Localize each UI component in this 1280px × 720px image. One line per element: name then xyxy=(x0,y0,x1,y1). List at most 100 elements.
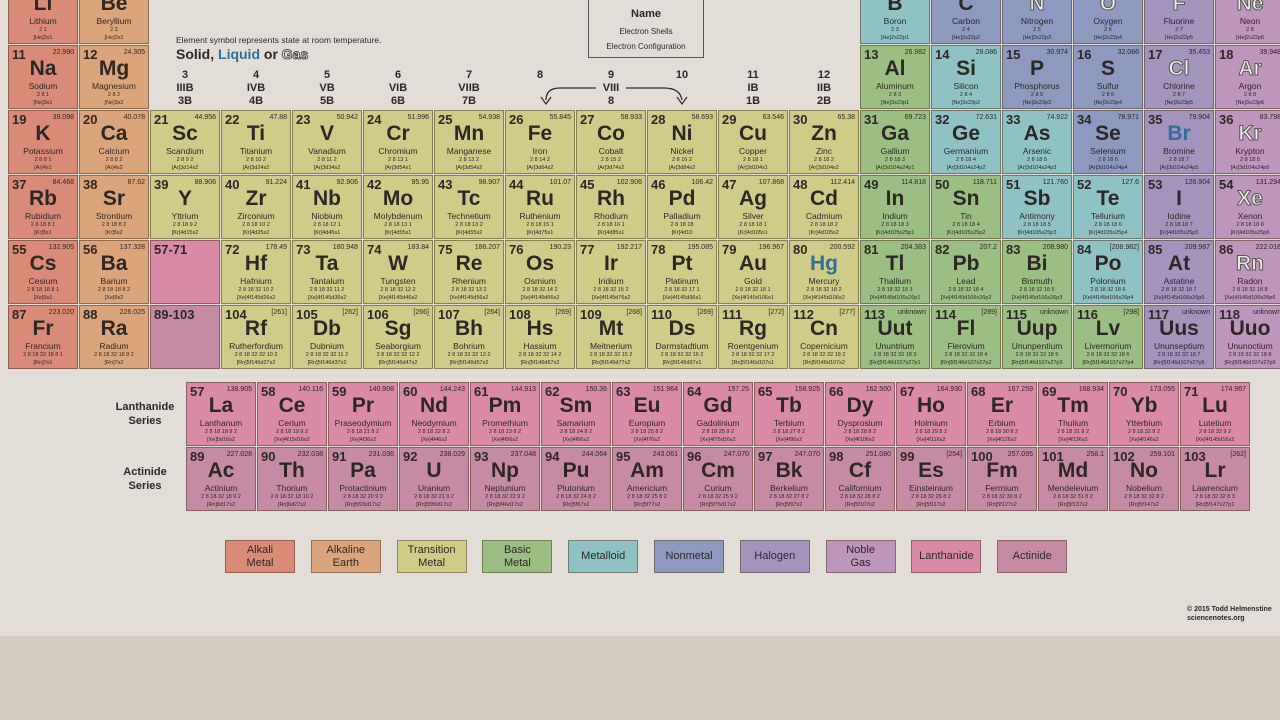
element-cell-ti[interactable]: 22 47.88 Ti Titanium 2 8 10 2 [Ar]3d24s2 xyxy=(221,110,291,174)
element-cell-k[interactable]: 19 39.098 K Potassium 2 8 8 1 [Ar]4s1 xyxy=(8,110,78,174)
element-cell-ds[interactable]: 110 [269] Ds Darmstadtium 2 8 18 32 32 16 2 [… xyxy=(647,305,717,369)
element-cell-n[interactable]: 7NNitrogen2 5[He]2s22p3 xyxy=(1002,0,1072,44)
element-cell-pt[interactable]: 78 195.085 Pt Platinum 2 8 18 32 17 1 [Xe]4f1… xyxy=(647,240,717,304)
element-cell-uuo[interactable]: 118 unknown Uuo Ununoctium 2 8 18 32 32 18 8… xyxy=(1215,305,1280,369)
element-cell-yb[interactable]: 70 173.055 Yb Ytterbium 2 8 18 32 8 2 [Xe]4f1… xyxy=(1109,382,1179,446)
element-cell-ag[interactable]: 47 107.868 Ag Silver 2 8 18 18 1 [Kr]4d105s1 xyxy=(718,175,788,239)
element-cell-pr[interactable]: 59 140.908 Pr Praseodymium 2 8 18 21 8 2 [Xe]… xyxy=(328,382,398,446)
element-cell-ra[interactable]: 88 226.025 Ra Radium 2 8 18 32 18 8 2 [Rn]7s2 xyxy=(79,305,149,369)
element-cell-as[interactable]: 33 74.922 As Arsenic 2 8 18 5 [Ar]3d104s24p3 xyxy=(1002,110,1072,174)
element-cell-au[interactable]: 79 196.967 Au Gold 2 8 18 32 18 1 [Xe]4f145d1… xyxy=(718,240,788,304)
element-cell-rf[interactable]: 104 [261] Rf Rutherfordium 2 8 18 32 32 10 2… xyxy=(221,305,291,369)
element-cell-al[interactable]: 13 26.982 Al Aluminum 2 8 3 [Ne]3s23p1 xyxy=(860,45,930,109)
element-cell-cr[interactable]: 24 51.996 Cr Chromium 2 8 13 1 [Ar]3d54s1 xyxy=(363,110,433,174)
element-cell-no[interactable]: 102 259.101 No Nobelium 2 8 18 32 32 8 2 [Rn]… xyxy=(1109,447,1179,511)
element-cell-c[interactable]: 6CCarbon2 4[He]2s22p2 xyxy=(931,0,1001,44)
element-cell-lv[interactable]: 116 [298] Lv Livermorium 2 8 18 32 32 18 6 [R… xyxy=(1073,305,1143,369)
element-cell-fr[interactable]: 87 223.020 Fr Francium 2 8 18 32 18 8 1 [Rn]7… xyxy=(8,305,78,369)
element-cell-rg[interactable]: 111 [272] Rg Roentgenium 2 8 18 32 32 17 2 [R… xyxy=(718,305,788,369)
element-cell-cd[interactable]: 48 112.414 Cd Cadmium 2 8 18 18 2 [Kr]4d105s2 xyxy=(789,175,859,239)
element-cell-fe[interactable]: 26 55.845 Fe Iron 2 8 14 2 [Ar]3d64s2 xyxy=(505,110,575,174)
element-cell-u[interactable]: 92 238.029 U Uranium 2 8 18 32 21 9 2 [Rn]5f3… xyxy=(399,447,469,511)
element-cell-li[interactable]: 3LiLithium2 1[He]2s1 xyxy=(8,0,78,44)
element-cell-ar[interactable]: 18 39.948 Ar Argon 2 8 8 [Ne]3s23p6 xyxy=(1215,45,1280,109)
element-cell-cs[interactable]: 55 132.905 Cs Cesium 2 8 18 18 8 1 [Xe]6s1 xyxy=(8,240,78,304)
element-cell-eu[interactable]: 63 151.964 Eu Europium 2 8 18 25 8 2 [Xe]4f76… xyxy=(612,382,682,446)
element-cell-fl[interactable]: 114 [289] Fl Flerovium 2 8 18 32 32 18 4 [Rn]… xyxy=(931,305,1001,369)
element-cell-co[interactable]: 27 58.933 Co Cobalt 2 8 15 2 [Ar]3d74s2 xyxy=(576,110,646,174)
element-cell-ho[interactable]: 67 164.930 Ho Holmium 2 8 18 29 8 2 [Xe]4f116… xyxy=(896,382,966,446)
element-cell-sg[interactable]: 106 [266] Sg Seaborgium 2 8 18 32 32 12 2 [Rn… xyxy=(363,305,433,369)
element-cell-rb[interactable]: 37 84.468 Rb Rubidium 2 8 18 8 1 [Kr]5s1 xyxy=(8,175,78,239)
element-cell-p[interactable]: 15 30.974 P Phosphorus 2 8 5 [Ne]3s23p3 xyxy=(1002,45,1072,109)
element-cell-w[interactable]: 74 183.84 W Tungsten 2 8 18 32 12 2 [Xe]4f145… xyxy=(363,240,433,304)
element-cell-pm[interactable]: 61 144.913 Pm Promethium 2 8 18 23 8 2 [Xe]4f… xyxy=(470,382,540,446)
element-cell-cl[interactable]: 17 35.453 Cl Chlorine 2 8 7 [Ne]3s23p5 xyxy=(1144,45,1214,109)
element-cell-rn[interactable]: 86 222.018 Rn Radon 2 8 18 32 18 8 [Xe]4f145d… xyxy=(1215,240,1280,304)
element-cell-zr[interactable]: 40 91.224 Zr Zirconium 2 8 18 10 2 [Kr]4d25s2 xyxy=(221,175,291,239)
element-cell-lu[interactable]: 71 174.967 Lu Lutetium 2 8 18 32 9 2 [Xe]4f14… xyxy=(1180,382,1250,446)
element-cell-bk[interactable]: 97 247.070 Bk Berkelium 2 8 18 32 27 8 2 [Rn]… xyxy=(754,447,824,511)
element-cell-se[interactable]: 34 78.971 Se Selenium 2 8 18 6 [Ar]3d104s24p4 xyxy=(1073,110,1143,174)
element-cell-sb[interactable]: 51 121.760 Sb Antimony 2 8 18 18 5 [Kr]4d105s… xyxy=(1002,175,1072,239)
element-cell-uup[interactable]: 115 unknown Uup Ununpentium 2 8 18 32 32 18 … xyxy=(1002,305,1072,369)
element-cell-nd[interactable]: 60 144.243 Nd Neodymium 2 8 18 22 8 2 [Xe]4f4… xyxy=(399,382,469,446)
element-cell-sc[interactable]: 21 44.956 Sc Scandium 2 8 9 2 [Ar]3d14s2 xyxy=(150,110,220,174)
element-cell-kr[interactable]: 36 83.798 Kr Krypton 2 8 18 8 [Ar]3d104s24p6 xyxy=(1215,110,1280,174)
element-cell-pb[interactable]: 82 207.2 Pb Lead 2 8 18 32 18 4 [Xe]4f145d106… xyxy=(931,240,1001,304)
element-cell-re[interactable]: 75 186.207 Re Rhenium 2 8 18 32 13 2 [Xe]4f14… xyxy=(434,240,504,304)
element-cell-xe[interactable]: 54 131.294 Xe Xenon 2 8 18 18 8 [Kr]4d105s25p… xyxy=(1215,175,1280,239)
element-cell-sn[interactable]: 50 118.711 Sn Tin 2 8 18 18 4 [Kr]4d105s25p2 xyxy=(931,175,1001,239)
element-cell-hs[interactable]: 108 [269] Hs Hassium 2 8 18 32 32 14 2 [Rn]5f… xyxy=(505,305,575,369)
element-cell-ba[interactable]: 56 137.328 Ba Barium 2 8 18 18 8 2 [Xe]6s2 xyxy=(79,240,149,304)
element-cell-nb[interactable]: 41 92.906 Nb Niobium 2 8 18 12 1 [Kr]4d45s1 xyxy=(292,175,362,239)
element-cell-at[interactable]: 85 209.987 At Astatine 2 8 18 32 18 7 [Xe]4f1… xyxy=(1144,240,1214,304)
element-cell-ge[interactable]: 32 72.631 Ge Germanium 2 8 18 4 [Ar]3d104s24p… xyxy=(931,110,1001,174)
element-cell-te[interactable]: 52 127.6 Te Tellurium 2 8 18 18 6 [Kr]4d105s2… xyxy=(1073,175,1143,239)
element-cell-ac[interactable]: 89 227.028 Ac Actinium 2 8 18 32 18 9 2 [Rn]6… xyxy=(186,447,256,511)
element-cell-mn[interactable]: 25 54.938 Mn Manganese 2 8 13 2 [Ar]3d54s2 xyxy=(434,110,504,174)
element-cell-si[interactable]: 14 28.086 Si Silicon 2 8 4 [Ne]3s23p2 xyxy=(931,45,1001,109)
element-cell-pa[interactable]: 91 231.036 Pa Protactinium 2 8 18 32 20 9 2 [… xyxy=(328,447,398,511)
element-cell-hf[interactable]: 72 178.49 Hf Hafnium 2 8 18 32 10 2 [Xe]4f145… xyxy=(221,240,291,304)
element-cell-br[interactable]: 35 79.904 Br Bromine 2 8 18 7 [Ar]3d104s24p5 xyxy=(1144,110,1214,174)
element-cell-tc[interactable]: 43 98.907 Tc Technetium 2 8 18 13 2 [Kr]4d55s… xyxy=(434,175,504,239)
element-cell-na[interactable]: 11 22.990 Na Sodium 2 8 1 [Ne]3s1 xyxy=(8,45,78,109)
element-cell-cn[interactable]: 112 [277] Cn Copernicium 2 8 18 32 32 18 2 [R… xyxy=(789,305,859,369)
element-cell-uut[interactable]: 113 unknown Uut Ununtrium 2 8 18 32 32 18 3 [… xyxy=(860,305,930,369)
element-cell-mg[interactable]: 12 24.305 Mg Magnesium 2 8 2 [Ne]3s2 xyxy=(79,45,149,109)
element-cell-cm[interactable]: 96 247.070 Cm Curium 2 8 18 32 25 9 2 [Rn]5f7… xyxy=(683,447,753,511)
element-cell-in[interactable]: 49 114.818 In Indium 2 8 18 18 3 [Kr]4d105s25… xyxy=(860,175,930,239)
element-cell-zn[interactable]: 30 65.38 Zn Zinc 2 8 18 2 [Ar]3d104s2 xyxy=(789,110,859,174)
element-cell-sr[interactable]: 38 87.62 Sr Strontium 2 8 18 8 2 [Kr]5s2 xyxy=(79,175,149,239)
element-cell-cu[interactable]: 29 63.546 Cu Copper 2 8 18 1 [Ar]3d104s1 xyxy=(718,110,788,174)
element-cell-pd[interactable]: 46 106.42 Pd Palladium 2 8 18 18 [Kr]4d10 xyxy=(647,175,717,239)
element-cell-dy[interactable]: 66 162.500 Dy Dysprosium 2 8 18 28 8 2 [Xe]4f… xyxy=(825,382,895,446)
element-cell-ne[interactable]: 10NeNeon2 8[He]2s22p6 xyxy=(1215,0,1280,44)
element-cell-ga[interactable]: 31 69.723 Ga Gallium 2 8 18 3 [Ar]3d104s24p1 xyxy=(860,110,930,174)
element-cell-la[interactable]: 57 138.905 La Lanthanum 2 8 18 18 9 2 [Xe]5d1… xyxy=(186,382,256,446)
element-cell-89-103[interactable]: 89-103 xyxy=(150,305,220,369)
element-cell-ta[interactable]: 73 180.948 Ta Tantalum 2 8 18 32 11 2 [Xe]4f1… xyxy=(292,240,362,304)
element-cell-be[interactable]: 4BeBeryllium2 2[He]2s2 xyxy=(79,0,149,44)
element-cell-v[interactable]: 23 50.942 V Vanadium 2 8 11 2 [Ar]3d34s2 xyxy=(292,110,362,174)
element-cell-bh[interactable]: 107 [264] Bh Bohrium 2 8 18 32 32 13 2 [Rn]5f… xyxy=(434,305,504,369)
element-cell-uus[interactable]: 117 unknown Uus Ununseptium 2 8 18 32 32 18 … xyxy=(1144,305,1214,369)
element-cell-md[interactable]: 101 258.1 Md Mendelevium 2 8 18 32 31 8 2 [Rn… xyxy=(1038,447,1108,511)
element-cell-np[interactable]: 93 237.048 Np Neptunium 2 8 18 32 22 9 2 [Rn]… xyxy=(470,447,540,511)
element-cell-ce[interactable]: 58 140.116 Ce Cerium 2 8 18 19 9 2 [Xe]4f15d1… xyxy=(257,382,327,446)
element-cell-mo[interactable]: 42 95.95 Mo Molybdenum 2 8 18 13 1 [Kr]4d55s1 xyxy=(363,175,433,239)
element-cell-y[interactable]: 39 88.906 Y Yttrium 2 8 18 9 2 [Kr]4d15s2 xyxy=(150,175,220,239)
element-cell-sm[interactable]: 62 150.36 Sm Samarium 2 8 18 24 8 2 [Xe]4f66s… xyxy=(541,382,611,446)
element-cell-ir[interactable]: 77 192.217 Ir Iridium 2 8 18 32 15 2 [Xe]4f14… xyxy=(576,240,646,304)
element-cell-ni[interactable]: 28 58.693 Ni Nickel 2 8 16 2 [Ar]3d84s2 xyxy=(647,110,717,174)
element-cell-tl[interactable]: 81 204.383 Tl Thallium 2 8 18 32 18 3 [Xe]4f1… xyxy=(860,240,930,304)
element-cell-tm[interactable]: 69 168.934 Tm Thulium 2 8 18 31 8 2 [Xe]4f136… xyxy=(1038,382,1108,446)
element-cell-pu[interactable]: 94 244.064 Pu Plutonium 2 8 18 32 24 8 2 [Rn]… xyxy=(541,447,611,511)
element-cell-57-71[interactable]: 57-71 xyxy=(150,240,220,304)
element-cell-th[interactable]: 90 232.038 Th Thorium 2 8 18 32 18 10 2 [Rn]6… xyxy=(257,447,327,511)
element-cell-o[interactable]: 8OOxygen2 6[He]2s22p4 xyxy=(1073,0,1143,44)
element-cell-bi[interactable]: 83 208.980 Bi Bismuth 2 8 18 32 18 5 [Xe]4f14… xyxy=(1002,240,1072,304)
element-cell-cf[interactable]: 98 251.080 Cf Californium 2 8 18 32 28 8 2 [R… xyxy=(825,447,895,511)
element-cell-ca[interactable]: 20 40.078 Ca Calcium 2 8 8 2 [Ar]4s2 xyxy=(79,110,149,174)
